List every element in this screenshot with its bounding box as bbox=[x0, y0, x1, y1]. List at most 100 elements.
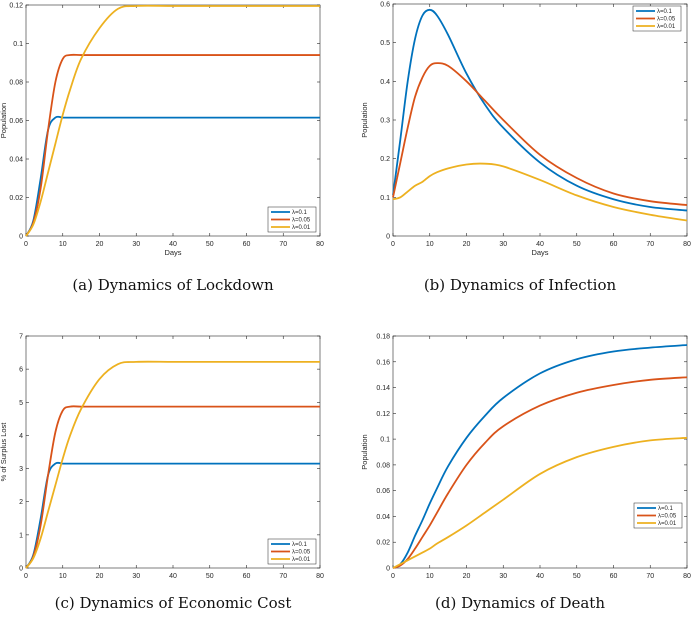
y-tick-label: 0.4 bbox=[380, 79, 390, 86]
x-tick-label: 50 bbox=[206, 241, 214, 248]
plot-area bbox=[25, 335, 321, 569]
x-tick-label: 10 bbox=[59, 241, 67, 248]
y-tick-label: 4 bbox=[19, 433, 23, 440]
x-tick-label: 10 bbox=[59, 573, 67, 580]
x-tick-label: 50 bbox=[573, 573, 581, 580]
series-line-1 bbox=[25, 53, 320, 237]
x-tick-label: 70 bbox=[279, 573, 287, 580]
legend-label: λ=0.1 bbox=[657, 9, 673, 15]
legend-label: λ=0.1 bbox=[658, 506, 674, 512]
series-line-1 bbox=[392, 376, 688, 569]
x-tick-label: 70 bbox=[646, 241, 654, 248]
series-line-0 bbox=[392, 344, 688, 569]
plot-area bbox=[392, 335, 688, 569]
x-tick-label: 30 bbox=[132, 241, 140, 248]
x-tick-label: 60 bbox=[610, 573, 618, 580]
legend-label: λ=0.01 bbox=[658, 521, 677, 527]
x-axis-label: Days bbox=[164, 248, 181, 257]
chart-infection: 0 10 20 30 40 50 60 70 80 0 0.1 0.2 0.3 0.4 0.5 0.6 Days… bbox=[360, 2, 691, 258]
y-tick-label: 0.1 bbox=[380, 195, 390, 202]
legend: λ=0.1 λ=0.05λ=0.01 bbox=[632, 5, 682, 32]
y-tick-label: 7 bbox=[19, 334, 23, 341]
y-tick-label: 0.18 bbox=[376, 334, 390, 341]
y-tick-label: 0.1 bbox=[13, 41, 23, 48]
chart-lockdown: 0 10 20 30 40 50 60 70 80 0 0.02 0.04 0.06 0.08 0.1 0.1… bbox=[0, 3, 324, 258]
y-tick-label: 0.08 bbox=[9, 80, 23, 87]
series-line-1 bbox=[25, 405, 321, 569]
x-tick-label: 20 bbox=[463, 573, 471, 580]
y-tick-label: 0 bbox=[386, 234, 390, 241]
series-line-1 bbox=[392, 62, 688, 206]
y-tick-label: 0.16 bbox=[376, 359, 390, 366]
y-axis-label: Population bbox=[0, 103, 8, 138]
caption-economic-cost: (c) Dynamics of Economic Cost bbox=[54, 594, 292, 612]
x-axis-label: Days bbox=[531, 248, 548, 257]
x-tick-label: 40 bbox=[536, 573, 544, 580]
y-tick-label: 0.12 bbox=[9, 3, 23, 10]
x-tick-label: 0 bbox=[391, 573, 395, 580]
legend: λ=0.1 λ=0.05λ=0.01 bbox=[267, 206, 317, 233]
y-tick-label: 0.06 bbox=[376, 488, 390, 495]
y-tick-label: 1 bbox=[19, 532, 23, 539]
legend-label: λ=0.1 bbox=[292, 210, 308, 216]
x-tick-label: 70 bbox=[279, 241, 287, 248]
series-line-2 bbox=[25, 360, 320, 569]
y-tick-label: 0.02 bbox=[9, 195, 23, 202]
x-tick-label: 30 bbox=[499, 573, 507, 580]
legend: λ=0.1 λ=0.05λ=0.01 bbox=[633, 502, 683, 529]
x-tick-label: 30 bbox=[132, 573, 140, 580]
caption-infection: (b) Dynamics of Infection bbox=[423, 276, 617, 294]
y-tick-label: 3 bbox=[19, 466, 23, 473]
x-tick-label: 0 bbox=[24, 573, 28, 580]
x-tick-label: 20 bbox=[463, 241, 471, 248]
y-axis-label: Population bbox=[360, 434, 369, 469]
chart-death: 0 10 20 30 40 50 60 70 80 0 0.02 0.04 0.06 0.08 0.1 0.1… bbox=[360, 334, 691, 581]
x-tick-label: 30 bbox=[499, 241, 507, 248]
chart-economic-cost: 0 10 20 30 40 50 60 70 80 0 1 2 3 4 5 6 7 % of Surplus Lo… bbox=[0, 334, 324, 581]
y-tick-label: 0 bbox=[19, 566, 23, 573]
plot-area bbox=[392, 3, 688, 237]
legend-label: λ=0.01 bbox=[292, 225, 311, 231]
legend-label: λ=0.1 bbox=[292, 542, 308, 548]
x-tick-label: 60 bbox=[610, 241, 618, 248]
x-tick-label: 80 bbox=[683, 573, 691, 580]
series-line-2 bbox=[25, 4, 320, 237]
legend-label: λ=0.01 bbox=[292, 557, 311, 563]
y-axis-label: Population bbox=[360, 102, 369, 137]
legend-label: λ=0.05 bbox=[658, 514, 677, 520]
y-tick-label: 2 bbox=[19, 499, 23, 506]
y-tick-label: 0.12 bbox=[376, 411, 390, 418]
y-axis-label: % of Surplus Lost bbox=[0, 422, 8, 482]
legend-label: λ=0.05 bbox=[292, 550, 311, 556]
legend-label: λ=0.05 bbox=[292, 218, 311, 224]
legend: λ=0.1 λ=0.05λ=0.01 bbox=[267, 538, 317, 565]
x-tick-label: 80 bbox=[316, 241, 324, 248]
y-tick-label: 0.3 bbox=[380, 118, 390, 125]
y-tick-label: 0 bbox=[19, 234, 23, 241]
x-tick-label: 10 bbox=[426, 241, 434, 248]
y-tick-label: 0.04 bbox=[376, 514, 390, 521]
caption-lockdown: (a) Dynamics of Lockdown bbox=[72, 276, 274, 294]
x-tick-label: 20 bbox=[96, 573, 104, 580]
y-tick-label: 0.02 bbox=[376, 540, 390, 547]
x-tick-label: 0 bbox=[391, 241, 395, 248]
y-tick-label: 0 bbox=[386, 566, 390, 573]
x-tick-label: 50 bbox=[573, 241, 581, 248]
series-line-0 bbox=[392, 8, 688, 212]
legend-label: λ=0.01 bbox=[657, 24, 676, 30]
x-tick-label: 60 bbox=[243, 573, 251, 580]
series-line-2 bbox=[392, 436, 688, 569]
x-tick-label: 10 bbox=[426, 573, 434, 580]
y-tick-label: 0.06 bbox=[9, 118, 23, 125]
y-tick-label: 0.6 bbox=[380, 2, 390, 9]
x-tick-label: 20 bbox=[96, 241, 104, 248]
series-line-2 bbox=[392, 162, 688, 222]
y-tick-label: 0.5 bbox=[380, 40, 390, 47]
x-tick-label: 40 bbox=[536, 241, 544, 248]
x-tick-label: 80 bbox=[683, 241, 691, 248]
x-tick-label: 40 bbox=[169, 573, 177, 580]
y-tick-label: 0.1 bbox=[380, 437, 390, 444]
plot-area bbox=[25, 4, 321, 237]
